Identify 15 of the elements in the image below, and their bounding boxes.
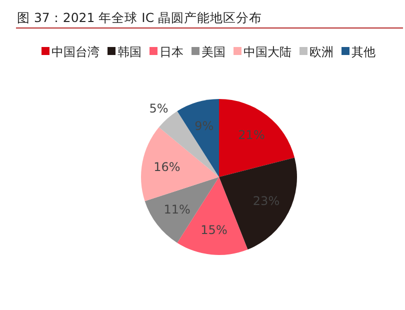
pie-slice [219,99,295,177]
legend-label: 其他 [352,45,376,59]
data-label: 5% [149,102,168,116]
data-label: 9% [194,119,214,134]
data-label: 21% [238,128,265,142]
legend-label: 中国台湾 [52,45,100,59]
legend-label: 日本 [160,45,184,59]
legend-label: 中国大陆 [244,45,292,59]
legend-label: 韩国 [118,45,142,59]
legend-label: 美国 [202,45,226,59]
chart-title: 图 37：2021 年全球 IC 晶圆产能地区分布 [17,10,262,25]
data-label: 16% [154,160,180,174]
legend-label: 欧洲 [310,45,334,59]
data-label: 11% [164,202,190,217]
data-label: 15% [200,222,228,237]
